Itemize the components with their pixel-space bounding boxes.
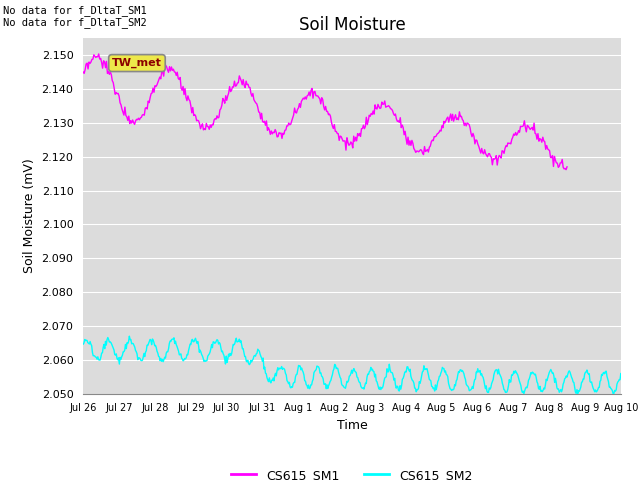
Legend: CS615_SM1, CS615_SM2: CS615_SM1, CS615_SM2 [226, 464, 478, 480]
X-axis label: Time: Time [337, 419, 367, 432]
Text: No data for f_DltaT_SM1
No data for f_DltaT_SM2: No data for f_DltaT_SM1 No data for f_Dl… [3, 5, 147, 28]
Y-axis label: Soil Moisture (mV): Soil Moisture (mV) [23, 158, 36, 274]
Title: Soil Moisture: Soil Moisture [299, 16, 405, 34]
Text: TW_met: TW_met [112, 58, 162, 68]
